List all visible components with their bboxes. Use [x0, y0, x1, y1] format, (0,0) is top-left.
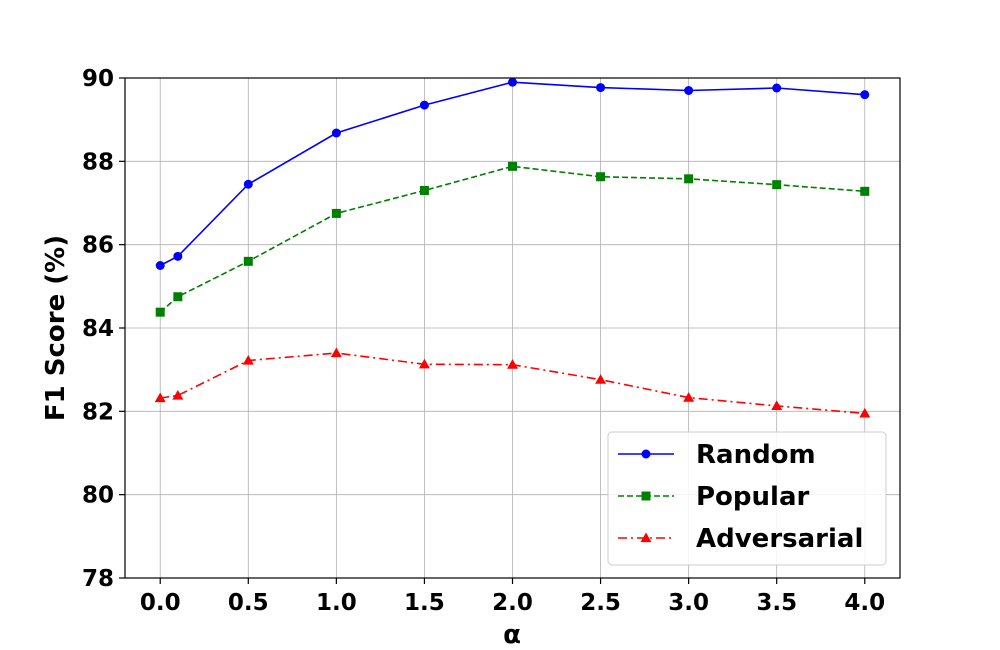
data-point-random	[860, 90, 870, 100]
x-tick-label: 2.0	[492, 590, 533, 616]
data-point-adversarial	[595, 374, 607, 384]
legend-entry-random: Random	[618, 440, 816, 470]
x-axis-label: α	[503, 620, 521, 650]
legend-marker	[640, 532, 652, 543]
x-tick-label: 4.0	[844, 590, 885, 616]
series-line-adversarial	[160, 352, 865, 415]
y-tick-label: 78	[82, 566, 114, 592]
data-point-adversarial	[507, 359, 518, 369]
data-point-adversarial	[154, 392, 166, 403]
data-point-adversarial	[771, 400, 783, 411]
data-point-popular	[860, 186, 870, 196]
data-point-random	[173, 251, 183, 261]
data-point-popular	[772, 180, 782, 190]
legend-entry-adversarial: Adversarial	[618, 524, 863, 554]
x-tick-label: 1.0	[316, 590, 357, 616]
data-point-random	[243, 179, 253, 189]
data-point-random	[331, 128, 341, 138]
data-point-popular	[684, 174, 694, 184]
data-point-popular	[419, 186, 429, 195]
data-point-popular	[508, 161, 517, 171]
data-point-adversarial	[859, 407, 871, 418]
series-line-random	[159, 81, 865, 267]
y-tick-label: 84	[82, 316, 114, 342]
legend-label: Adversarial	[696, 524, 863, 554]
ticks: 0.0 0.5 1.0 1.5 2.0 2.5 3.0 3.5 4.0 78 80 82 84 86 88 9…	[82, 66, 885, 616]
data-point-random	[684, 86, 694, 95]
x-tick-label: 0.5	[228, 590, 269, 616]
legend-label: Random	[696, 440, 816, 470]
series-random	[155, 77, 870, 270]
series-popular	[155, 161, 870, 317]
data-point-adversarial	[683, 392, 695, 402]
x-tick-label: 0.0	[140, 590, 181, 616]
y-tick-label: 86	[82, 233, 114, 259]
x-tick-label: 2.5	[580, 590, 621, 616]
data-point-random	[419, 100, 429, 110]
data-point-random	[596, 83, 606, 93]
legend-marker	[641, 491, 651, 501]
data-point-adversarial	[418, 358, 430, 369]
data-point-random	[508, 77, 517, 87]
y-tick-label: 80	[82, 483, 114, 509]
data-point-popular	[243, 256, 253, 266]
series-layer	[154, 77, 871, 418]
legend-box	[607, 431, 887, 566]
legend: Random Popular Adversarial	[607, 431, 887, 566]
data-point-adversarial	[172, 390, 184, 400]
x-tick-label: 1.5	[404, 590, 445, 616]
series-adversarial	[154, 347, 871, 418]
legend-marker	[641, 449, 651, 459]
x-tick-label: 3.0	[668, 590, 709, 616]
data-point-random	[155, 261, 165, 270]
legend-label: Popular	[696, 482, 809, 512]
y-tick-label: 88	[82, 149, 114, 175]
y-axis-label: F1 Score (%)	[41, 235, 71, 421]
data-point-adversarial	[330, 347, 342, 358]
x-tick-label: 3.5	[756, 590, 797, 616]
y-tick-label: 90	[82, 66, 114, 92]
data-point-popular	[596, 172, 606, 182]
grid	[125, 77, 900, 579]
series-line-popular	[159, 165, 865, 313]
data-point-random	[772, 83, 782, 93]
legend-entry-popular: Popular	[618, 482, 809, 512]
y-tick-label: 82	[82, 399, 114, 425]
data-point-popular	[173, 292, 183, 302]
data-point-popular	[331, 208, 341, 218]
data-point-adversarial	[242, 355, 254, 365]
data-point-popular	[155, 307, 165, 317]
